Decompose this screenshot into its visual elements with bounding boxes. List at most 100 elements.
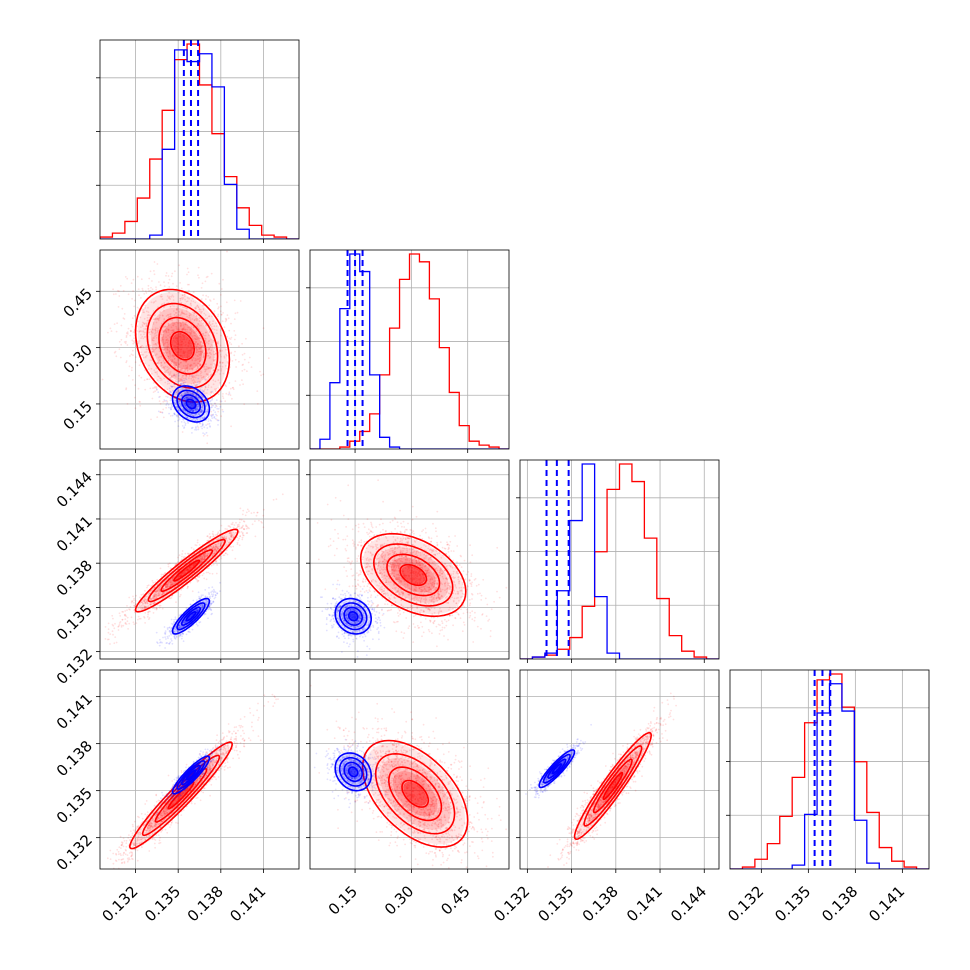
panel-border [99,669,300,870]
blue-histogram [310,253,509,449]
red-contour [361,739,469,848]
blue-contour [343,606,364,626]
red-histogram [310,253,509,449]
blue-density-fill [552,764,561,773]
red-contour [573,731,653,841]
y-tick-label: 0.135 [53,601,96,644]
histogram-panel-4 [726,669,930,873]
red-density-fill [138,531,236,610]
blue-density-fill [349,612,358,621]
red-density-fill [377,547,449,603]
blue-contour [334,597,373,635]
blue-contour [538,749,576,789]
y-tick-label: 0.30 [60,341,96,377]
red-contour [158,316,207,375]
scatter-panel-2-4 [306,669,510,873]
panel-border [99,459,300,660]
red-density-fill [137,292,227,400]
blue-density-fill [178,604,204,629]
red-contour [399,563,428,587]
blue-contour [185,398,197,410]
red-density-fill [175,561,199,580]
red-contour [387,766,443,822]
blue-contour [343,761,364,783]
red-density-fill [165,553,209,589]
x-tick-label: 0.45 [437,882,473,918]
blue-histogram [520,463,719,659]
red-density-fill [596,763,630,809]
red-density-fill [403,781,427,806]
red-contour [401,779,430,808]
blue-density-fill [178,391,204,417]
red-histogram [520,463,719,659]
red-density-fill [159,772,203,818]
x-tick-label: 0.135 [771,882,814,925]
x-tick-label: 0.141 [226,882,269,925]
red-contour [169,330,196,361]
x-tick-label: 0.15 [325,882,361,918]
red-contour [147,538,226,603]
y-tick-label: 0.135 [53,784,96,827]
histogram-panel-2 [306,249,510,453]
y-tick-label: 0.132 [53,645,96,688]
red-density-fill [365,743,466,845]
blue-contour [180,394,201,414]
red-density-fill [379,757,451,830]
blue-density-fill [349,767,358,777]
panel-border [519,459,720,660]
blue-contour [180,606,201,626]
red-histogram [730,673,929,869]
blue-density-fill [186,399,196,408]
red-density-fill [162,321,203,370]
blue-contour [185,611,197,622]
blue-contour [334,752,373,792]
x-tick-label: 0.141 [623,882,666,925]
red-contour [602,771,624,801]
panel-border [519,669,720,870]
x-tick-label: 0.138 [579,882,622,925]
x-tick-label: 0.135 [535,882,578,925]
blue-contour [347,766,359,778]
red-contour [134,288,231,403]
panel-border [99,39,300,240]
y-tick-label: 0.45 [60,285,96,321]
red-density-fill [604,774,622,798]
blue-contour [551,763,563,775]
blue-density-fill [186,612,196,621]
blue-contour [185,769,197,781]
red-density-fill [587,750,639,822]
scatter-panel-1-2 [96,249,300,453]
panel-border [309,459,510,660]
red-density-fill [169,783,193,808]
x-tick-label: 0.138 [818,882,861,925]
red-contour [134,528,239,613]
red-density-fill [152,542,222,599]
red-contour [173,559,201,582]
y-tick-label: 0.144 [53,468,96,511]
x-tick-label: 0.141 [865,882,908,925]
x-tick-label: 0.138 [184,882,227,925]
red-contour [592,758,633,814]
red-contour [146,302,219,389]
blue-contour [176,389,206,419]
panel-border [729,669,930,870]
y-tick-label: 0.138 [53,556,96,599]
red-samples [101,250,270,445]
blue-contour [171,597,211,635]
red-contour [359,532,467,618]
histogram-panel-3 [516,459,720,663]
panel-border [309,669,510,870]
panel-border [309,249,510,450]
y-tick-label: 0.141 [53,512,96,555]
red-density-fill [132,744,230,846]
x-tick-label: 0.144 [667,882,710,925]
y-tick-label: 0.138 [53,737,96,780]
y-tick-label: 0.15 [60,397,96,433]
blue-contour [547,758,567,779]
x-tick-label: 0.132 [98,882,141,925]
blue-contour [176,760,206,790]
blue-density-fill [173,386,209,422]
x-tick-label: 0.135 [141,882,184,925]
red-samples [316,479,508,648]
blue-density-fill [544,756,569,782]
